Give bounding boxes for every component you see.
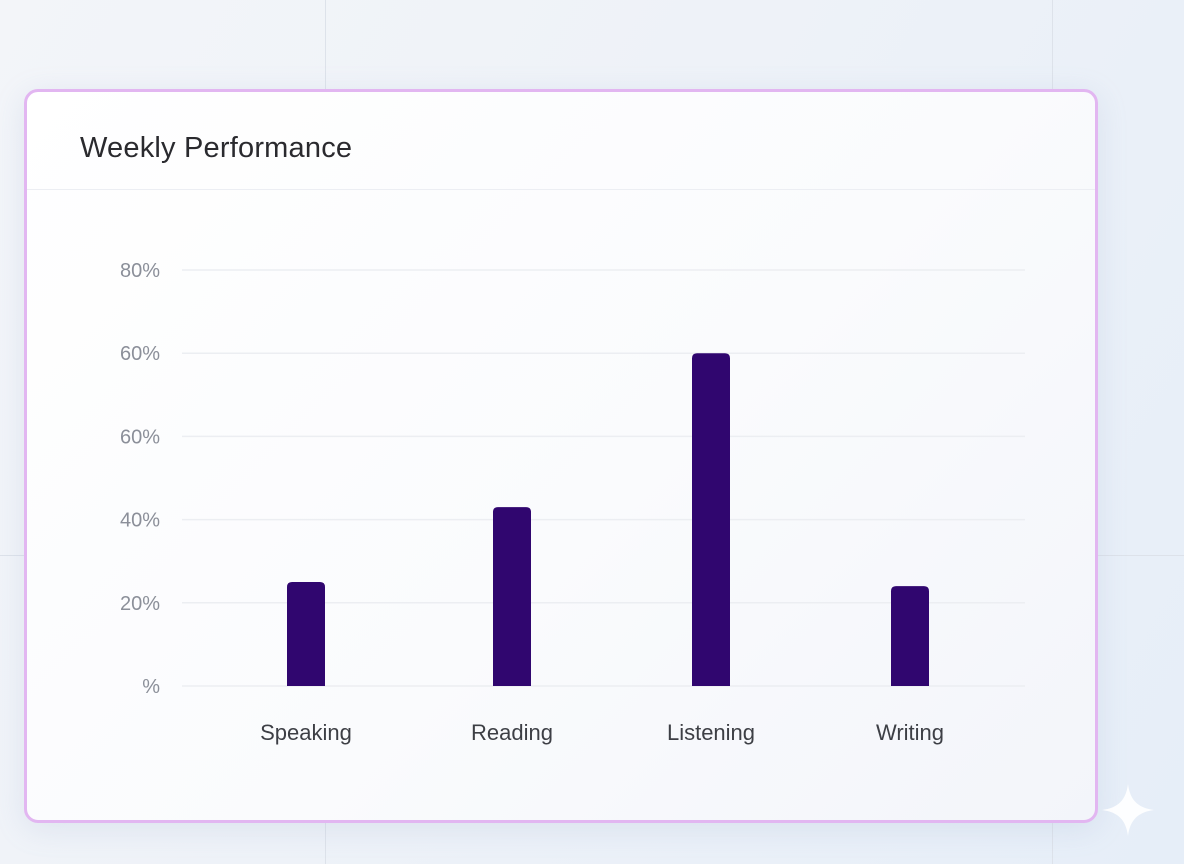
y-tick-label: 20% — [120, 593, 160, 615]
bar-speaking — [287, 582, 325, 686]
bar-reading — [493, 507, 531, 686]
bar-writing — [891, 586, 929, 686]
x-tick-label: Reading — [471, 720, 553, 745]
y-tick-label: 80% — [120, 260, 160, 282]
x-axis-ticks: Speaking Reading Listening Writing — [260, 720, 944, 745]
x-tick-label: Listening — [667, 720, 755, 745]
bar-listening — [692, 353, 730, 686]
x-tick-label: Speaking — [260, 720, 352, 745]
card-title: Weekly Performance — [80, 132, 353, 164]
weekly-performance-card: Weekly Performance % 20% 40% 60% 60% 80% Spea… — [24, 89, 1098, 823]
bar-chart: % 20% 40% 60% 60% 80% Speaking Reading Listenin… — [120, 260, 1025, 745]
y-axis-ticks: % 20% 40% 60% 60% 80% — [120, 260, 160, 698]
bars-layer — [287, 353, 929, 686]
y-tick-label: 60% — [120, 343, 160, 365]
y-tick-label: 60% — [120, 426, 160, 448]
sparkle-icon — [1102, 784, 1154, 836]
y-tick-label: % — [142, 676, 160, 698]
y-tick-label: 40% — [120, 510, 160, 532]
x-tick-label: Writing — [876, 720, 944, 745]
card-header: Weekly Performance — [27, 92, 1095, 190]
